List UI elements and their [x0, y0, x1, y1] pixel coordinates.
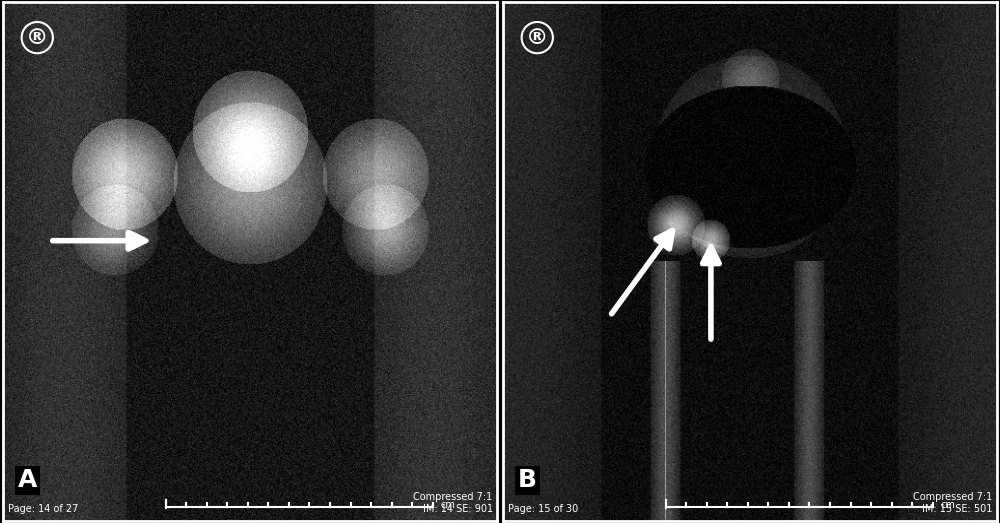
- Text: B: B: [518, 468, 537, 492]
- Text: Page: 14 of 27: Page: 14 of 27: [8, 504, 79, 514]
- Text: A: A: [18, 468, 37, 492]
- Text: cm: cm: [441, 499, 455, 510]
- Text: Compressed 7:1
IM: 14 SE: 901: Compressed 7:1 IM: 14 SE: 901: [413, 492, 493, 514]
- Text: Compressed 7:1
IM: 15 SE: 501: Compressed 7:1 IM: 15 SE: 501: [913, 492, 993, 514]
- Text: ®: ®: [26, 28, 48, 48]
- Text: cm: cm: [941, 499, 955, 510]
- Text: Page: 15 of 30: Page: 15 of 30: [508, 504, 579, 514]
- Text: ®: ®: [526, 28, 548, 48]
